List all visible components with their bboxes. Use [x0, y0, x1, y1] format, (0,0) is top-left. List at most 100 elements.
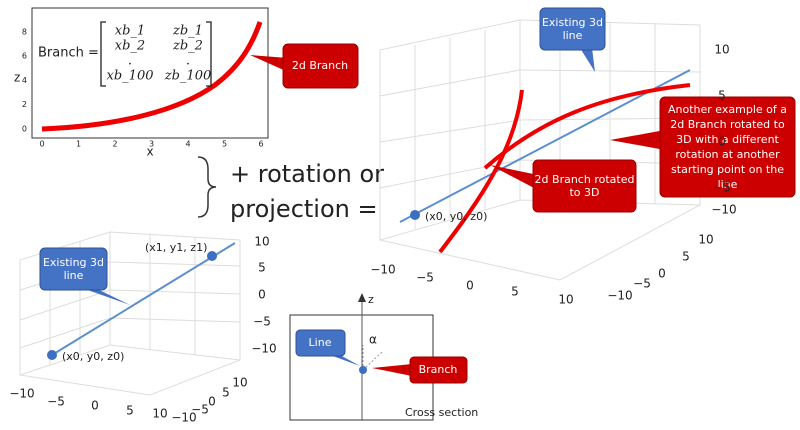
point-label: (x1, y1, z1): [145, 241, 207, 254]
x-tick-label: 4: [185, 140, 190, 149]
z-tick-label: 5: [258, 261, 266, 275]
callout: [659, 96, 796, 198]
matrix-entry: xb_100: [107, 69, 154, 84]
brace: [197, 156, 217, 218]
callout: [282, 43, 359, 89]
caption: Cross section: [405, 406, 478, 419]
z-tick-label: 8: [22, 27, 27, 36]
existing-line: [399, 69, 691, 223]
axis-arrow: [358, 293, 366, 302]
x-tick-label: 2: [112, 140, 117, 149]
callout-pointer: [330, 355, 360, 366]
callout-box: 2d Branch rotated to 3D: [534, 173, 635, 199]
angle-ref: [362, 351, 383, 371]
x-tick-label: 5: [511, 285, 519, 299]
z-tick-label: 4: [22, 76, 27, 85]
z-tick-label: 0: [22, 125, 27, 134]
x-tick-label: −5: [47, 395, 65, 409]
matrix-entry: zb_100: [164, 69, 211, 84]
operator-text: projection =: [230, 195, 378, 223]
y-tick-label: −5: [191, 403, 209, 417]
callout-text: Branch: [419, 363, 458, 376]
y-tick-label: 5: [222, 386, 230, 400]
callout: [409, 356, 468, 384]
x-tick-label: 6: [258, 140, 263, 149]
callout-pointer: [610, 130, 665, 150]
callout-text: Another example of a 2d Branch rotated t…: [668, 103, 787, 191]
z-tick-label: 6: [22, 52, 27, 61]
callout: [532, 159, 637, 213]
rotated-branch: [438, 89, 524, 254]
callout-text: 2d Branch: [292, 59, 348, 72]
x-tick-label: 10: [558, 293, 573, 307]
rotated-branch: [483, 83, 691, 170]
callout-box: Existing 3d line: [541, 16, 604, 42]
z-tick-label: 0: [258, 288, 266, 302]
point-label: (x0, y0, z0): [62, 350, 124, 363]
x-tick-label: 0: [39, 140, 44, 149]
panes: [379, 19, 701, 281]
x-tick-label: 1: [76, 140, 81, 149]
angle-label: α: [369, 333, 377, 347]
point-label: (x0, y0, z0): [425, 210, 487, 223]
matrix-entry: zb_2: [172, 39, 203, 54]
x-tick-label: −10: [370, 263, 395, 277]
x-tick-label: −5: [416, 271, 434, 285]
z-tick-label: 2: [22, 100, 27, 109]
callout-box: Existing 3d line: [42, 256, 105, 282]
start-point: [47, 350, 57, 360]
matrix-entry: zb_1: [172, 24, 203, 39]
z-tick-label: −10: [711, 203, 736, 217]
callout-text: Existing 3d line: [541, 16, 604, 42]
y-tick-label: −10: [607, 289, 632, 303]
callout-pointer: [250, 55, 288, 72]
axis-label: z: [14, 71, 20, 85]
callout: [39, 247, 108, 291]
y-tick-label: 10: [232, 376, 247, 390]
callout: [295, 329, 346, 357]
callout-pointer: [372, 364, 412, 376]
pane-edges: [379, 19, 701, 281]
matrix: xb_1 zb_1xb_2 zb_2. .xb_100 zb_100: [107, 24, 212, 84]
callout-text: 2d Branch rotated to 3D: [534, 173, 635, 199]
y-tick-label: 5: [682, 250, 690, 264]
branch-curve: [41, 21, 263, 132]
x-tick-label: 0: [91, 399, 99, 413]
matrix-bracket: [100, 21, 212, 87]
y-tick-label: 0: [658, 267, 666, 281]
operator-text: + rotation or: [230, 160, 384, 188]
matrix-entry: .: [128, 54, 132, 69]
z-tick-label: −10: [251, 342, 276, 356]
z-tick-label: 10: [714, 43, 729, 57]
axis-label: z: [368, 293, 374, 306]
z-tick-label: −5: [253, 315, 271, 329]
existing-line: [51, 242, 236, 356]
x-tick-label: 5: [222, 140, 227, 149]
z-tick-label: 10: [254, 235, 269, 249]
line-point: [359, 366, 367, 374]
y-tick-label: −10: [171, 411, 196, 425]
y-tick-label: −5: [633, 277, 651, 291]
start-point: [410, 210, 420, 220]
z-tick-label: −5: [713, 181, 731, 195]
matrix-entry: xb_1: [115, 24, 145, 39]
axis-label: x: [146, 145, 153, 159]
x-tick-label: 3: [149, 140, 154, 149]
y-tick-label: 0: [208, 395, 216, 409]
plot-frame: [31, 7, 269, 139]
callout: [539, 7, 606, 51]
callout-text: Line: [309, 336, 332, 349]
matrix-entry: xb_2: [115, 39, 145, 54]
callout-box: Another example of a 2d Branch rotated t…: [668, 103, 787, 191]
x-tick-label: −10: [9, 387, 34, 401]
x-tick-label: 10: [152, 407, 167, 421]
callout-pointer: [580, 48, 595, 72]
y-tick-label: 10: [698, 233, 713, 247]
callout-text: Existing 3d line: [42, 256, 105, 282]
grid-line: [19, 234, 241, 365]
x-tick-label: 5: [126, 404, 134, 418]
callout-pointer: [82, 288, 130, 305]
x-tick-label: 0: [466, 279, 474, 293]
z-tick-label: 5: [718, 89, 726, 103]
matrix-label: Branch =: [38, 46, 99, 61]
